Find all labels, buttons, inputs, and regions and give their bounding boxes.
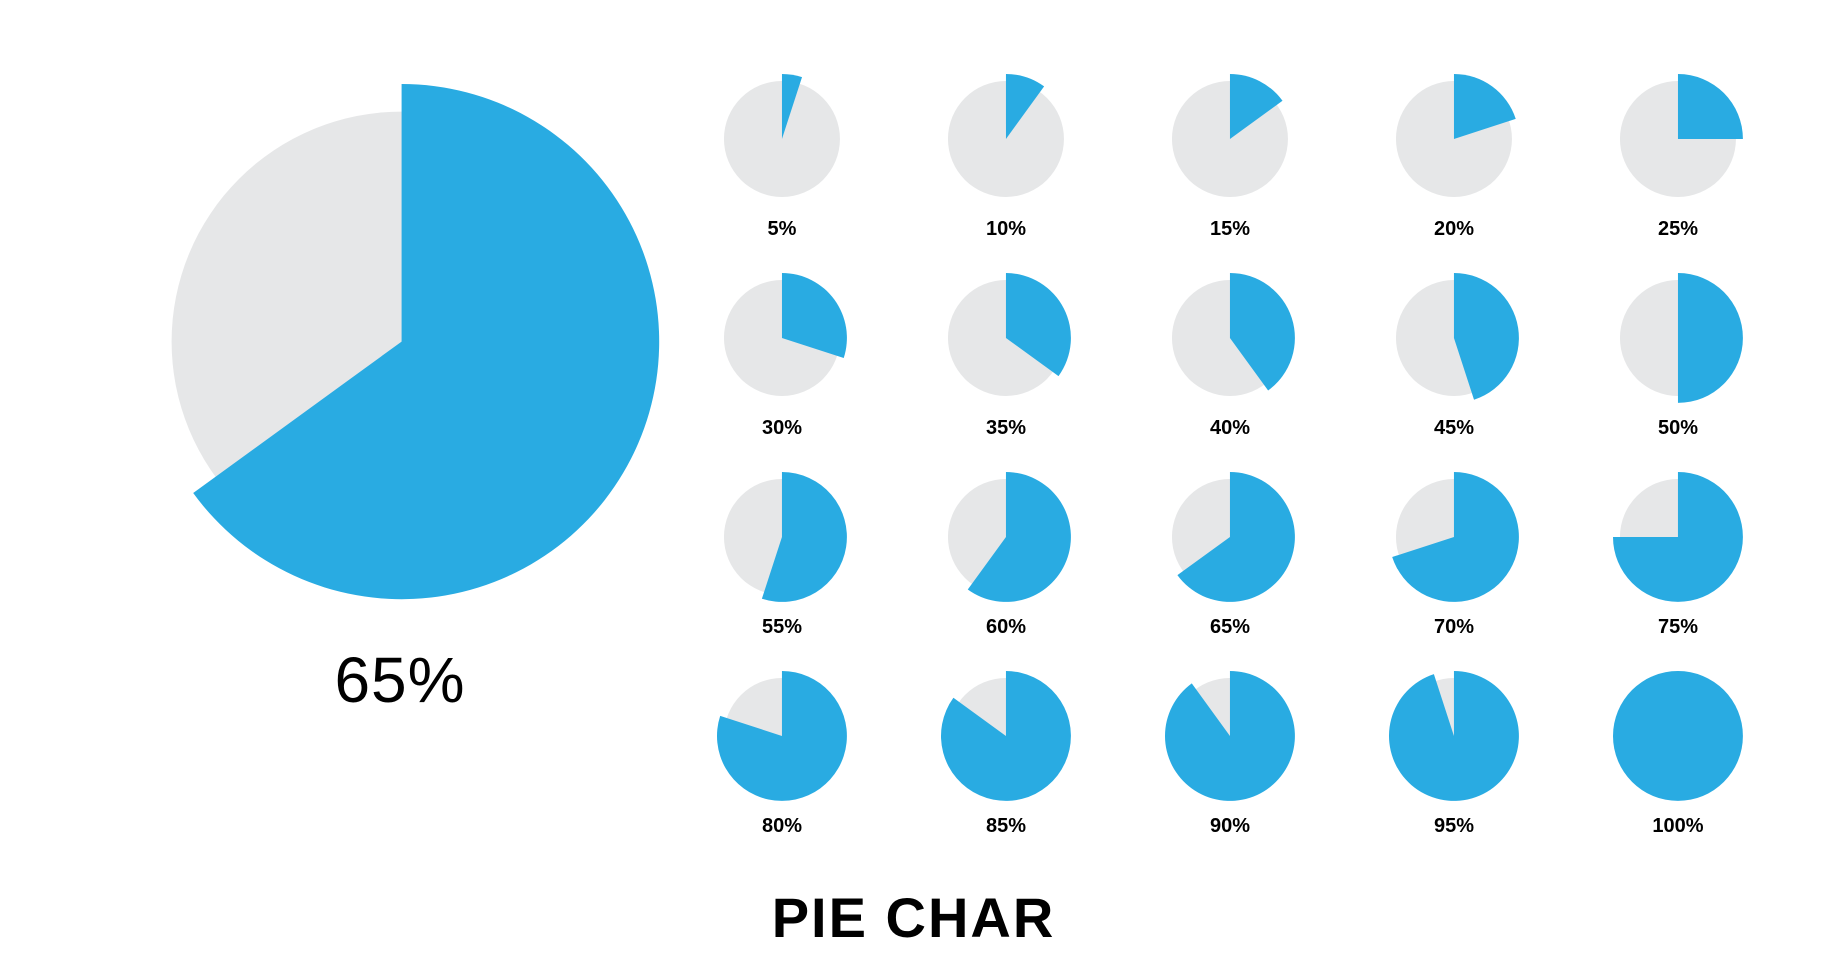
page-container: 65% 5% 10% 15% 20% 25% 30% 35% 40% 45% 50% 55% 60% 6… — [0, 0, 1827, 980]
pie-chart-small — [713, 667, 851, 805]
pie-grid: 5% 10% 15% 20% 25% 30% 35% 40% 45% 50% 55% 60% 65% 70… — [700, 70, 1760, 838]
pie-chart-small — [1385, 70, 1523, 208]
pie-grid-item: 85% — [924, 667, 1088, 838]
pie-grid-item: 70% — [1372, 468, 1536, 639]
pie-slice — [1165, 671, 1295, 801]
grid-area: 5% 10% 15% 20% 25% 30% 35% 40% 45% 50% 55% 60% 65% 70… — [700, 70, 1760, 838]
pie-grid-item: 95% — [1372, 667, 1536, 838]
pie-grid-item: 5% — [700, 70, 864, 241]
pie-slice — [1678, 273, 1743, 403]
pie-grid-item: 15% — [1148, 70, 1312, 241]
main-chart-area: 65% — [140, 80, 660, 717]
pie-label: 65% — [1210, 616, 1250, 639]
pie-label: 20% — [1434, 218, 1474, 241]
pie-label: 90% — [1210, 815, 1250, 838]
pie-label: 5% — [768, 218, 797, 241]
pie-grid-item: 90% — [1148, 667, 1312, 838]
pie-chart-small — [713, 269, 851, 407]
pie-grid-item: 80% — [700, 667, 864, 838]
pie-grid-item: 55% — [700, 468, 864, 639]
pie-slice — [1613, 472, 1743, 602]
pie-chart-small — [1161, 70, 1299, 208]
pie-chart-small — [713, 468, 851, 606]
pie-slice — [1613, 671, 1743, 801]
pie-label: 50% — [1658, 417, 1698, 440]
pie-label: 45% — [1434, 417, 1474, 440]
pie-chart-small — [1161, 468, 1299, 606]
pie-label: 95% — [1434, 815, 1474, 838]
pie-grid-item: 45% — [1372, 269, 1536, 440]
pie-chart-small — [1385, 667, 1523, 805]
pie-label: 40% — [1210, 417, 1250, 440]
pie-grid-item: 75% — [1596, 468, 1760, 639]
pie-label: 15% — [1210, 218, 1250, 241]
pie-grid-item: 50% — [1596, 269, 1760, 440]
pie-chart-small — [1609, 667, 1747, 805]
pie-slice — [717, 671, 847, 801]
pie-slice — [1389, 671, 1519, 801]
pie-label: 85% — [986, 815, 1026, 838]
pie-chart-small — [1161, 667, 1299, 805]
pie-label: 60% — [986, 616, 1026, 639]
pie-grid-item: 40% — [1148, 269, 1312, 440]
pie-chart-small — [1609, 70, 1747, 208]
pie-label: 30% — [762, 417, 802, 440]
pie-chart-small — [713, 70, 851, 208]
pie-chart-small — [1609, 269, 1747, 407]
pie-chart-small — [937, 269, 1075, 407]
pie-chart-small — [1609, 468, 1747, 606]
pie-label: 100% — [1652, 815, 1703, 838]
pie-chart-small — [937, 70, 1075, 208]
pie-label: 35% — [986, 417, 1026, 440]
pie-label: 70% — [1434, 616, 1474, 639]
pie-chart-small — [1385, 468, 1523, 606]
pie-label: 80% — [762, 815, 802, 838]
pie-label: 55% — [762, 616, 802, 639]
pie-chart-small — [1161, 269, 1299, 407]
pie-chart-small — [937, 667, 1075, 805]
pie-grid-item: 20% — [1372, 70, 1536, 241]
pie-slice — [941, 671, 1071, 801]
pie-label: 25% — [1658, 218, 1698, 241]
pie-grid-item: 100% — [1596, 667, 1760, 838]
main-pie-chart — [140, 80, 663, 603]
pie-grid-item: 30% — [700, 269, 864, 440]
pie-grid-item: 25% — [1596, 70, 1760, 241]
pie-chart-small — [937, 468, 1075, 606]
page-title: PIE CHAR — [0, 885, 1827, 950]
pie-grid-item: 35% — [924, 269, 1088, 440]
pie-label: 75% — [1658, 616, 1698, 639]
main-chart-label: 65% — [140, 643, 660, 717]
pie-slice — [1678, 74, 1743, 139]
pie-chart-small — [1385, 269, 1523, 407]
pie-grid-item: 60% — [924, 468, 1088, 639]
pie-label: 10% — [986, 218, 1026, 241]
pie-grid-item: 65% — [1148, 468, 1312, 639]
pie-grid-item: 10% — [924, 70, 1088, 241]
